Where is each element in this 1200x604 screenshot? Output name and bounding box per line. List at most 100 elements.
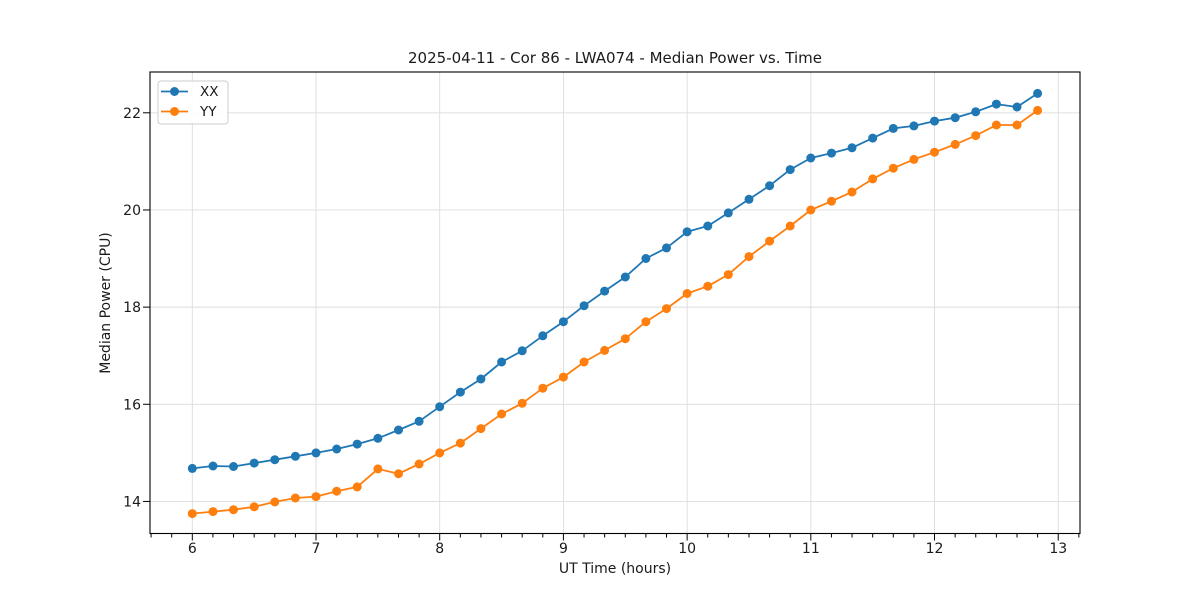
data-point-xx bbox=[723, 208, 733, 218]
data-point-yy bbox=[558, 372, 568, 382]
data-point-xx bbox=[682, 227, 692, 237]
data-point-yy bbox=[785, 221, 795, 231]
data-point-yy bbox=[497, 409, 507, 419]
x-tick-label: 10 bbox=[678, 541, 696, 557]
series-layer bbox=[187, 88, 1043, 519]
data-point-yy bbox=[270, 497, 280, 507]
y-tick-label: 14 bbox=[123, 494, 141, 510]
data-point-yy bbox=[517, 398, 527, 408]
data-point-xx bbox=[930, 116, 939, 126]
data-point-yy bbox=[620, 334, 630, 344]
data-point-yy bbox=[641, 317, 651, 327]
x-tick-label: 7 bbox=[312, 541, 321, 557]
x-tick-label: 11 bbox=[802, 541, 820, 557]
data-point-xx bbox=[620, 272, 630, 282]
data-point-yy bbox=[930, 147, 939, 157]
legend-marker-icon-xx bbox=[170, 87, 179, 96]
legend-marker-icon-yy bbox=[170, 107, 179, 116]
data-point-xx bbox=[290, 451, 300, 461]
x-tick-label: 6 bbox=[188, 541, 197, 557]
data-point-yy bbox=[229, 505, 238, 515]
data-point-yy bbox=[600, 345, 610, 355]
grid-layer bbox=[150, 72, 1080, 534]
data-point-xx bbox=[435, 402, 445, 412]
data-point-xx bbox=[352, 439, 362, 449]
data-point-yy bbox=[847, 187, 857, 197]
y-tick-label: 16 bbox=[123, 397, 141, 413]
data-point-yy bbox=[765, 236, 775, 246]
chart-title: 2025-04-11 - Cor 86 - LWA074 - Median Po… bbox=[408, 49, 822, 67]
data-point-xx bbox=[785, 165, 795, 175]
data-point-xx bbox=[600, 286, 610, 296]
data-point-yy bbox=[538, 383, 548, 393]
data-point-yy bbox=[579, 357, 589, 367]
legend-entry-xx: XX bbox=[161, 84, 219, 100]
series-line-xx bbox=[192, 92, 1039, 470]
data-point-yy bbox=[991, 120, 1001, 130]
data-point-xx bbox=[909, 121, 919, 131]
data-point-yy bbox=[249, 502, 259, 512]
data-point-xx bbox=[187, 463, 197, 473]
tick-layer: 6 7 8 9 10 11 12 13 14 16 18 20 22 bbox=[123, 106, 1080, 557]
data-point-yy bbox=[311, 492, 321, 502]
y-axis-label: Median Power (CPU) bbox=[98, 232, 114, 374]
data-point-xx bbox=[991, 99, 1001, 109]
data-point-yy bbox=[723, 270, 733, 280]
y-tick-label: 18 bbox=[123, 300, 141, 316]
data-point-yy bbox=[455, 438, 465, 448]
data-point-yy bbox=[703, 281, 713, 291]
data-point-yy bbox=[394, 469, 403, 479]
data-point-xx bbox=[744, 194, 754, 204]
data-point-xx bbox=[1033, 88, 1043, 98]
data-point-xx bbox=[208, 461, 218, 471]
data-point-yy bbox=[414, 459, 424, 469]
data-point-xx bbox=[806, 153, 816, 163]
data-point-xx bbox=[827, 148, 836, 158]
data-point-xx bbox=[662, 243, 671, 253]
data-point-xx bbox=[476, 374, 486, 384]
y-tick-label: 22 bbox=[123, 106, 141, 122]
data-point-yy bbox=[744, 252, 754, 262]
data-point-xx bbox=[950, 113, 960, 123]
data-point-yy bbox=[682, 289, 692, 298]
x-tick-label: 9 bbox=[559, 541, 568, 557]
legend-label-xx: XX bbox=[200, 84, 219, 100]
data-point-xx bbox=[579, 301, 589, 311]
data-point-yy bbox=[332, 486, 342, 496]
data-point-xx bbox=[888, 123, 898, 133]
data-point-yy bbox=[909, 154, 919, 164]
legend: XX YY bbox=[157, 80, 229, 125]
data-point-xx bbox=[765, 181, 775, 191]
data-point-xx bbox=[497, 357, 507, 367]
plot-border bbox=[149, 71, 1081, 535]
data-point-xx bbox=[703, 221, 713, 231]
data-point-xx bbox=[847, 143, 857, 153]
data-point-xx bbox=[373, 433, 383, 443]
data-point-yy bbox=[1033, 105, 1043, 115]
data-point-xx bbox=[332, 444, 342, 454]
data-point-xx bbox=[971, 107, 981, 117]
y-tick-label: 20 bbox=[123, 203, 141, 219]
legend-entry-yy: YY bbox=[161, 104, 217, 120]
data-point-xx bbox=[270, 455, 280, 465]
data-point-yy bbox=[476, 424, 486, 434]
data-point-yy bbox=[868, 174, 878, 184]
data-point-yy bbox=[208, 507, 218, 517]
x-axis-label: UT Time (hours) bbox=[559, 561, 671, 577]
data-point-xx bbox=[394, 425, 403, 435]
data-point-yy bbox=[950, 139, 960, 149]
data-point-yy bbox=[290, 493, 300, 503]
legend-label-yy: YY bbox=[199, 104, 217, 120]
x-tick-label: 13 bbox=[1049, 541, 1067, 557]
data-point-yy bbox=[187, 509, 197, 519]
data-point-yy bbox=[662, 304, 671, 314]
data-point-yy bbox=[888, 163, 898, 173]
data-point-xx bbox=[414, 416, 424, 426]
data-point-yy bbox=[435, 448, 445, 458]
data-point-xx bbox=[229, 462, 238, 471]
data-point-xx bbox=[641, 254, 651, 263]
data-point-xx bbox=[558, 317, 568, 327]
data-point-yy bbox=[971, 131, 981, 141]
